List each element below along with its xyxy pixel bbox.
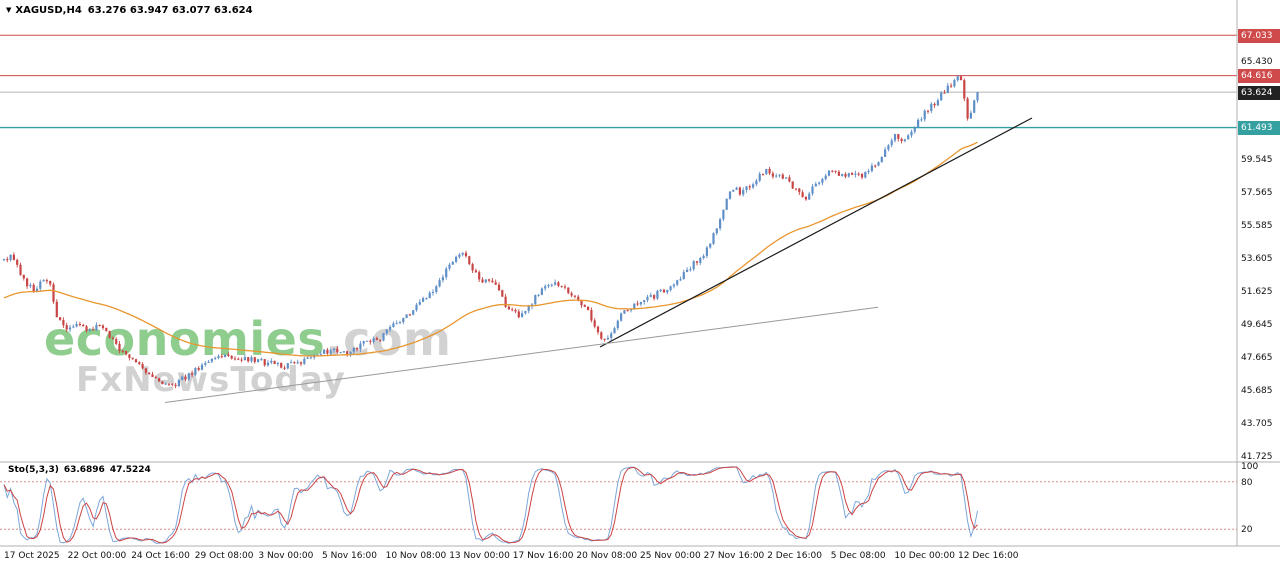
indicator-label-row: Sto(5,3,3) 63.6896 47.5224 xyxy=(8,465,156,475)
indicator-value-d: 47.5224 xyxy=(109,465,151,475)
price-axis-label: 53.605 xyxy=(1241,254,1273,265)
time-axis-label: 22 Oct 00:00 xyxy=(67,551,127,561)
watermark-tagline: FxNewsToday xyxy=(76,359,346,400)
time-axis-label: 25 Nov 00:00 xyxy=(640,551,701,561)
price-axis-label: 43.705 xyxy=(1241,419,1273,430)
indicator-axis-label: 20 xyxy=(1241,525,1253,536)
indicator-axis-label: 100 xyxy=(1241,462,1259,472)
price-axis-label: 45.685 xyxy=(1241,386,1273,397)
support-level-badge[interactable]: 61.493 xyxy=(1238,121,1280,136)
price-axis-label: 55.585 xyxy=(1241,221,1273,232)
time-axis-label: 3 Nov 00:00 xyxy=(258,551,314,561)
moving-average-line xyxy=(3,141,978,357)
time-axis-label: 10 Nov 08:00 xyxy=(385,551,447,561)
trendline[interactable] xyxy=(164,306,879,403)
time-axis-label: 10 Dec 00:00 xyxy=(894,551,955,561)
time-axis-label: 2 Dec 16:00 xyxy=(767,551,822,561)
ohlc-values: 63.276 63.947 63.077 63.624 xyxy=(87,5,253,16)
price-axis-label: 41.725 xyxy=(1241,452,1273,463)
price-axis-label: 57.565 xyxy=(1241,188,1273,199)
resistance-level-badge[interactable]: 64.616 xyxy=(1238,69,1280,84)
watermark-brand: economies.com xyxy=(44,316,451,363)
resistance-level-badge[interactable]: 67.033 xyxy=(1238,28,1280,43)
candles-group xyxy=(2,75,979,389)
current-price-badge: 63.624 xyxy=(1238,85,1280,100)
time-axis-label: 5 Dec 08:00 xyxy=(830,551,886,561)
time-axis-label: 17 Nov 16:00 xyxy=(512,551,574,561)
time-axis-label: 24 Oct 16:00 xyxy=(131,551,190,561)
time-axis-label: 29 Oct 08:00 xyxy=(194,551,254,561)
time-axis-label: 20 Nov 08:00 xyxy=(576,551,638,561)
watermark-brand-name: economies xyxy=(44,312,326,366)
indicator-name: Sto(5,3,3) xyxy=(8,465,59,475)
symbol-title-bar: ▼ XAGUSD,H4 63.276 63.947 63.077 63.624 xyxy=(6,5,253,16)
price-axis-label: 51.625 xyxy=(1241,287,1273,298)
trendline[interactable] xyxy=(599,117,1033,348)
symbol-dropdown-icon[interactable]: ▼ xyxy=(6,6,12,14)
price-axis-label: 65.430 xyxy=(1241,57,1273,67)
symbol-timeframe-label: XAGUSD,H4 xyxy=(15,5,82,16)
indicator-axis-label: 80 xyxy=(1241,477,1253,488)
stochastic-d-line xyxy=(3,466,978,544)
price-axis-label: 47.665 xyxy=(1241,353,1273,364)
time-axis-label: 5 Nov 16:00 xyxy=(322,551,377,561)
price-axis-label: 59.545 xyxy=(1241,155,1273,166)
price-axis-label: 49.645 xyxy=(1241,320,1273,331)
time-axis-label: 12 Dec 16:00 xyxy=(958,551,1019,561)
indicator-value-k: 63.6896 xyxy=(63,465,105,475)
stochastic-k-line xyxy=(3,466,978,544)
time-axis-label: 27 Nov 16:00 xyxy=(703,551,765,561)
watermark: economies.com FxNewsToday xyxy=(44,316,451,398)
time-axis-label: 13 Nov 00:00 xyxy=(449,551,510,561)
time-axis-label: 17 Oct 2025 xyxy=(4,551,60,561)
